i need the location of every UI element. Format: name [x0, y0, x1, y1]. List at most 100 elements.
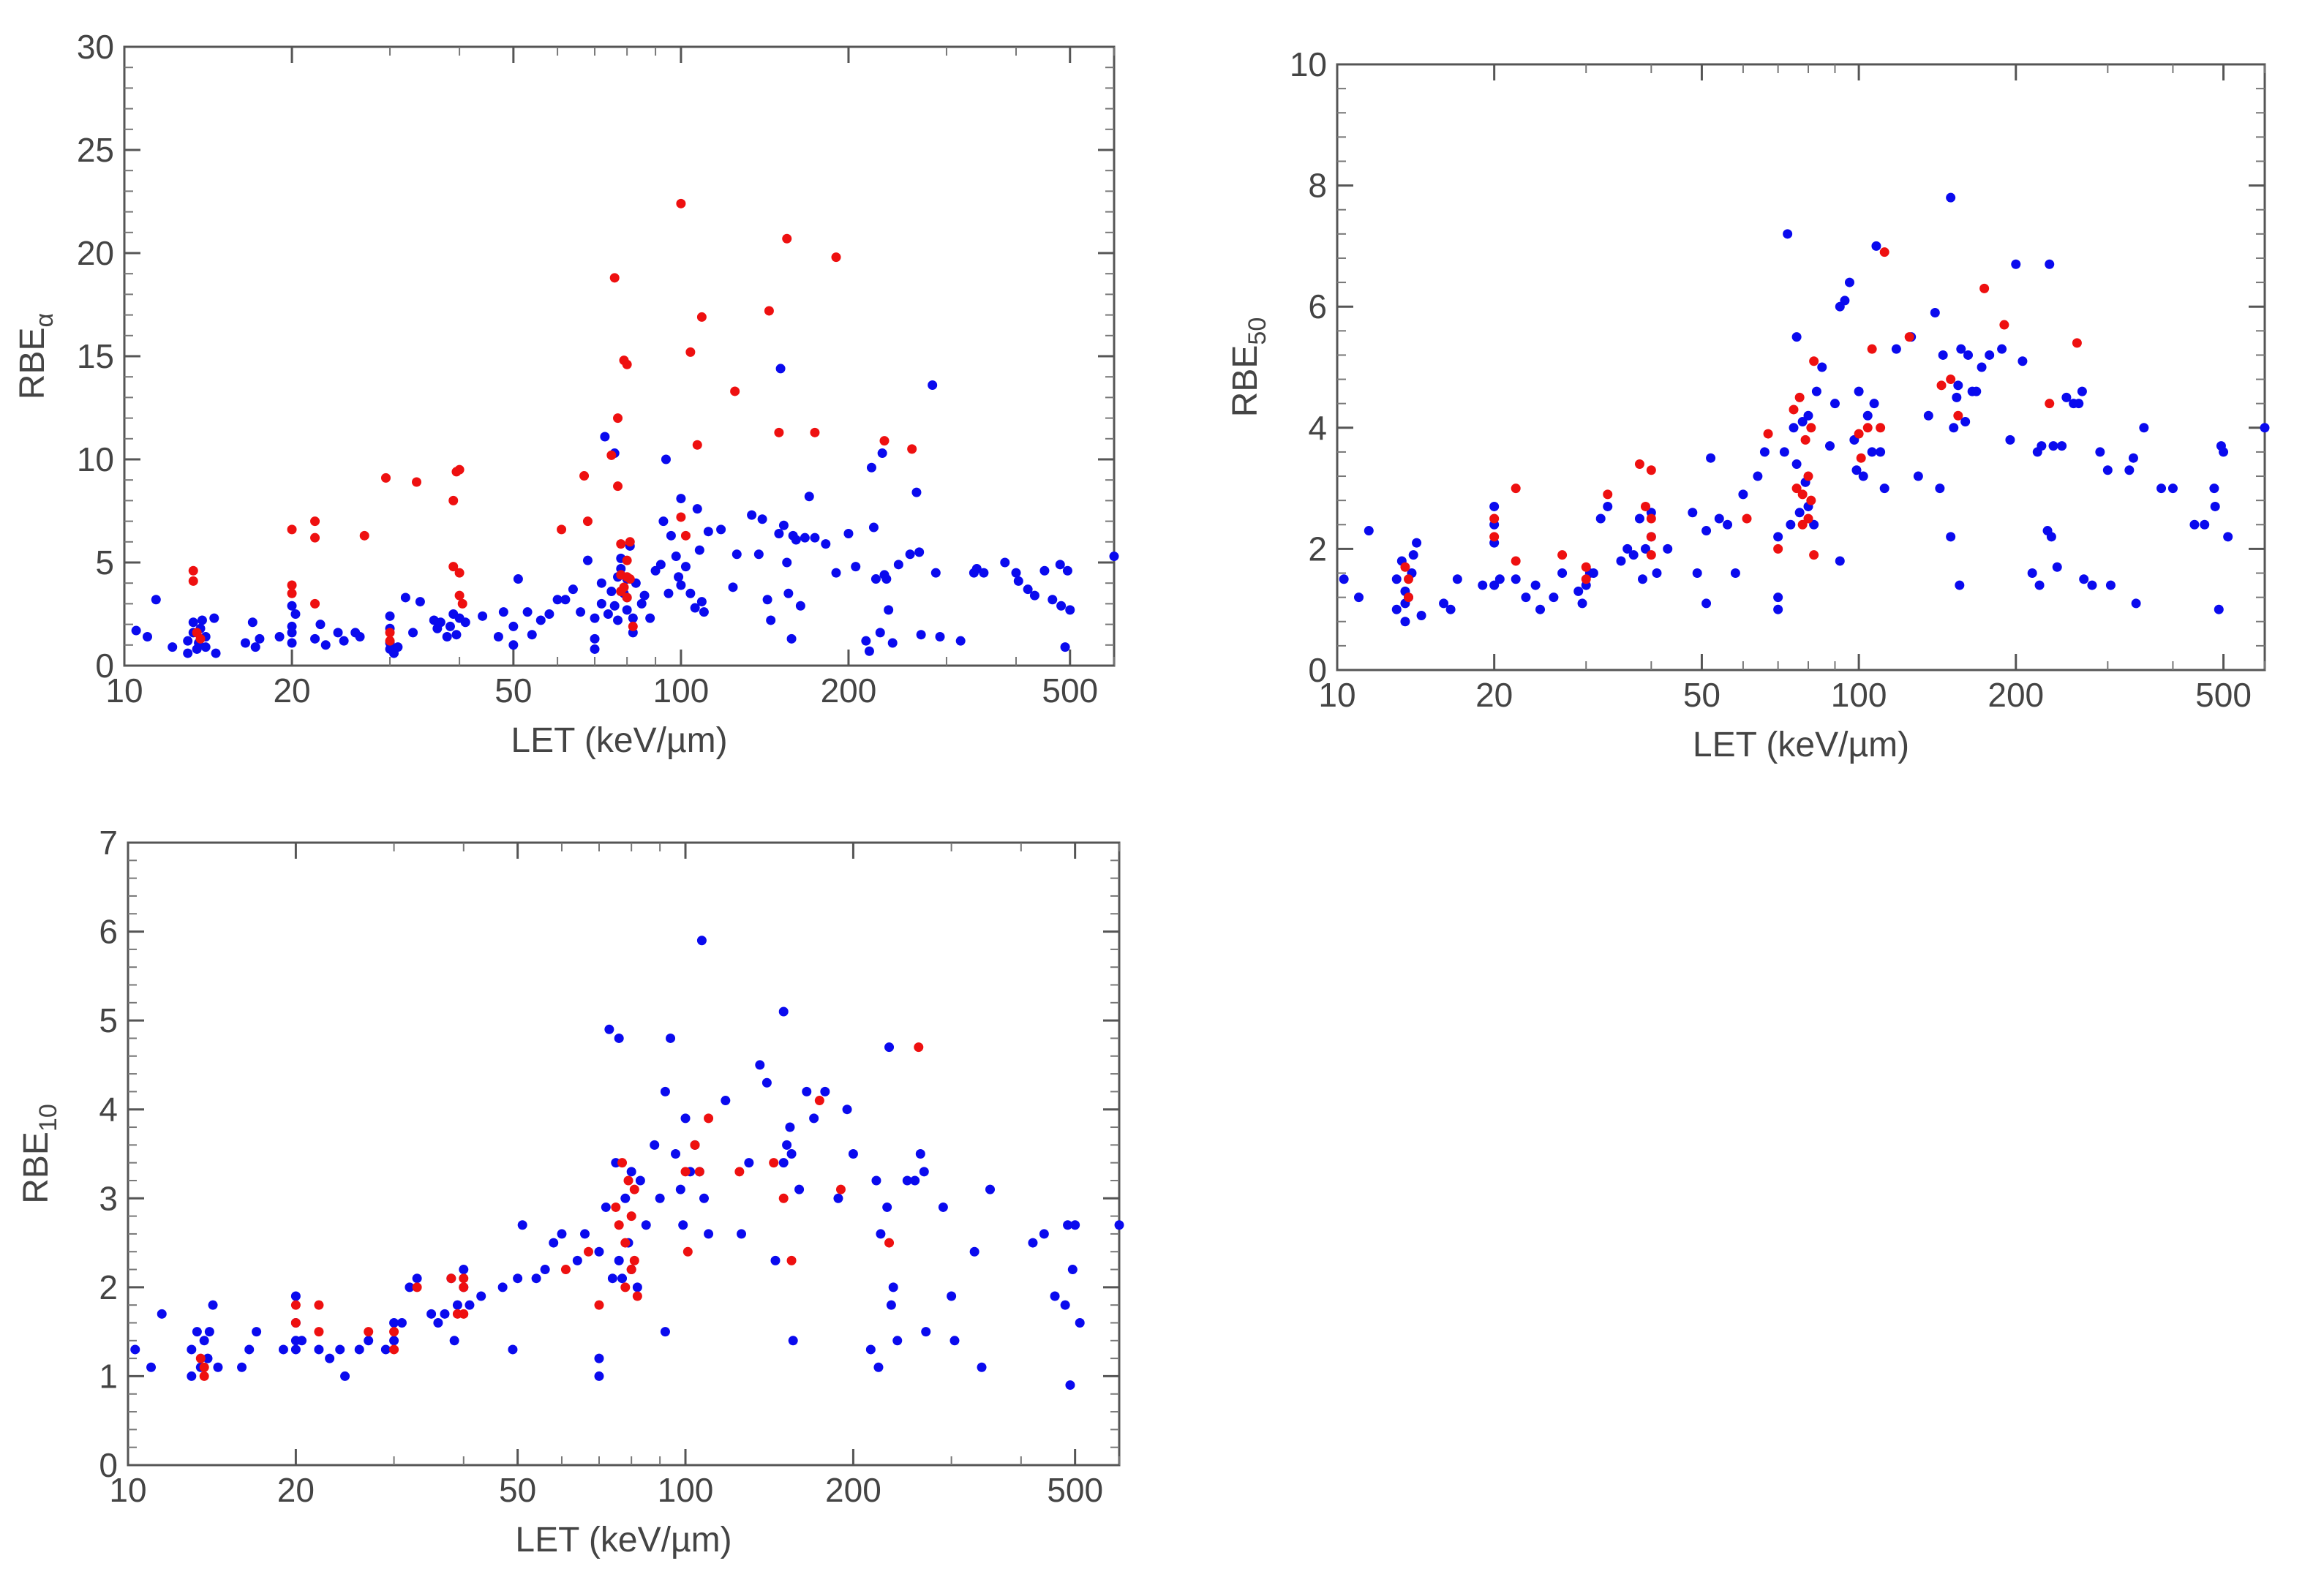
data-point-blue	[1794, 508, 1805, 518]
data-point-blue	[325, 1353, 335, 1363]
data-point-red	[914, 1042, 924, 1053]
y-tick-label: 5	[99, 1001, 118, 1039]
data-point-blue	[1408, 550, 1418, 560]
data-point-blue	[237, 1362, 247, 1372]
y-tick-label: 20	[77, 234, 114, 272]
data-point-blue	[694, 545, 704, 555]
data-point-blue	[800, 533, 810, 543]
data-point-blue	[704, 1229, 714, 1239]
data-point-red	[560, 1265, 571, 1275]
data-point-blue	[666, 530, 676, 541]
data-point-blue	[2214, 604, 2224, 614]
data-point-blue	[1706, 453, 1716, 463]
data-point-blue	[204, 1327, 214, 1337]
data-point-red	[199, 1362, 209, 1372]
y-axis-label: RBE10	[17, 1104, 62, 1204]
x-tick-label: 500	[1047, 1471, 1103, 1509]
data-point-blue	[921, 1327, 931, 1337]
data-point-red	[676, 198, 686, 208]
data-point-red	[594, 1300, 604, 1310]
data-point-red	[2072, 338, 2082, 348]
data-point-blue	[882, 1202, 892, 1212]
data-point-red	[680, 1167, 691, 1177]
data-point-blue	[1786, 519, 1796, 530]
data-point-blue	[1879, 483, 1889, 494]
data-point-blue	[1622, 543, 1633, 554]
data-point-blue	[728, 582, 738, 592]
data-point-blue	[699, 607, 709, 617]
data-point-red	[622, 555, 632, 565]
data-point-red	[632, 1291, 642, 1301]
data-point-blue	[1577, 598, 1587, 609]
x-tick-label: 10	[105, 671, 143, 710]
data-point-red	[1806, 423, 1816, 433]
data-point-blue	[732, 549, 742, 560]
data-point-red	[696, 312, 707, 322]
data-point-blue	[445, 621, 455, 631]
data-point-blue	[1923, 410, 1933, 421]
data-point-blue	[493, 632, 503, 642]
data-point-blue	[786, 633, 797, 644]
data-point-blue	[786, 1149, 797, 1159]
data-point-blue	[877, 448, 887, 459]
data-point-red	[459, 1309, 469, 1319]
x-tick-label: 200	[821, 671, 877, 710]
y-tick-label: 30	[77, 28, 114, 66]
data-point-blue	[783, 588, 794, 598]
data-point-blue	[887, 638, 898, 648]
data-point-red	[1803, 513, 1813, 524]
data-point-blue	[1339, 574, 1349, 584]
data-point-blue	[1692, 568, 1702, 579]
data-point-blue	[522, 607, 533, 617]
data-point-red	[446, 1273, 456, 1284]
data-point-blue	[666, 1033, 676, 1043]
data-point-blue	[661, 454, 671, 464]
data-point-blue	[660, 1086, 670, 1096]
data-point-blue	[1701, 526, 1712, 536]
data-point-blue	[1354, 592, 1364, 603]
data-point-blue	[2011, 259, 2021, 269]
data-point-blue	[1616, 556, 1626, 566]
y-tick-label: 0	[99, 1446, 118, 1484]
data-point-blue	[1549, 592, 1559, 603]
x-tick-label: 10	[109, 1471, 146, 1509]
data-point-red	[1867, 344, 1877, 354]
data-point-blue	[590, 644, 600, 654]
x-tick-label: 500	[2195, 676, 2252, 714]
data-point-red	[786, 1255, 797, 1265]
data-point-red	[611, 1202, 621, 1212]
data-point-blue	[287, 638, 297, 648]
data-point-blue	[287, 601, 297, 611]
y-axis-label: RBE50	[1226, 317, 1271, 418]
data-point-red	[676, 512, 686, 522]
data-point-red	[622, 359, 632, 369]
data-point-blue	[864, 646, 874, 656]
data-point-red	[287, 588, 297, 598]
data-point-red	[1791, 483, 1802, 494]
x-tick-label: 100	[1831, 676, 1887, 714]
data-point-blue	[310, 633, 320, 644]
data-point-blue	[2005, 434, 2015, 445]
y-tick-label: 25	[77, 131, 114, 169]
data-point-red	[730, 386, 740, 396]
data-point-blue	[915, 1149, 925, 1159]
data-point-red	[1803, 471, 1813, 481]
data-point-red	[412, 1282, 422, 1292]
data-point-blue	[1759, 447, 1770, 457]
data-point-red	[690, 1140, 700, 1150]
x-tick-label: 50	[1683, 676, 1721, 714]
data-point-blue	[888, 1282, 898, 1292]
data-point-blue	[1891, 344, 1901, 354]
data-point-red	[629, 1255, 639, 1265]
data-point-blue	[513, 574, 523, 584]
data-point-blue	[2095, 447, 2105, 457]
data-point-blue	[778, 1006, 789, 1017]
data-point-blue	[187, 1344, 197, 1355]
data-point-blue	[744, 1158, 754, 1168]
data-point-blue	[1862, 410, 1873, 421]
data-point-blue	[315, 620, 326, 630]
data-point-blue	[2048, 441, 2058, 451]
x-tick-label: 100	[658, 1471, 714, 1509]
data-point-blue	[1400, 617, 1410, 627]
data-point-blue	[568, 584, 578, 595]
